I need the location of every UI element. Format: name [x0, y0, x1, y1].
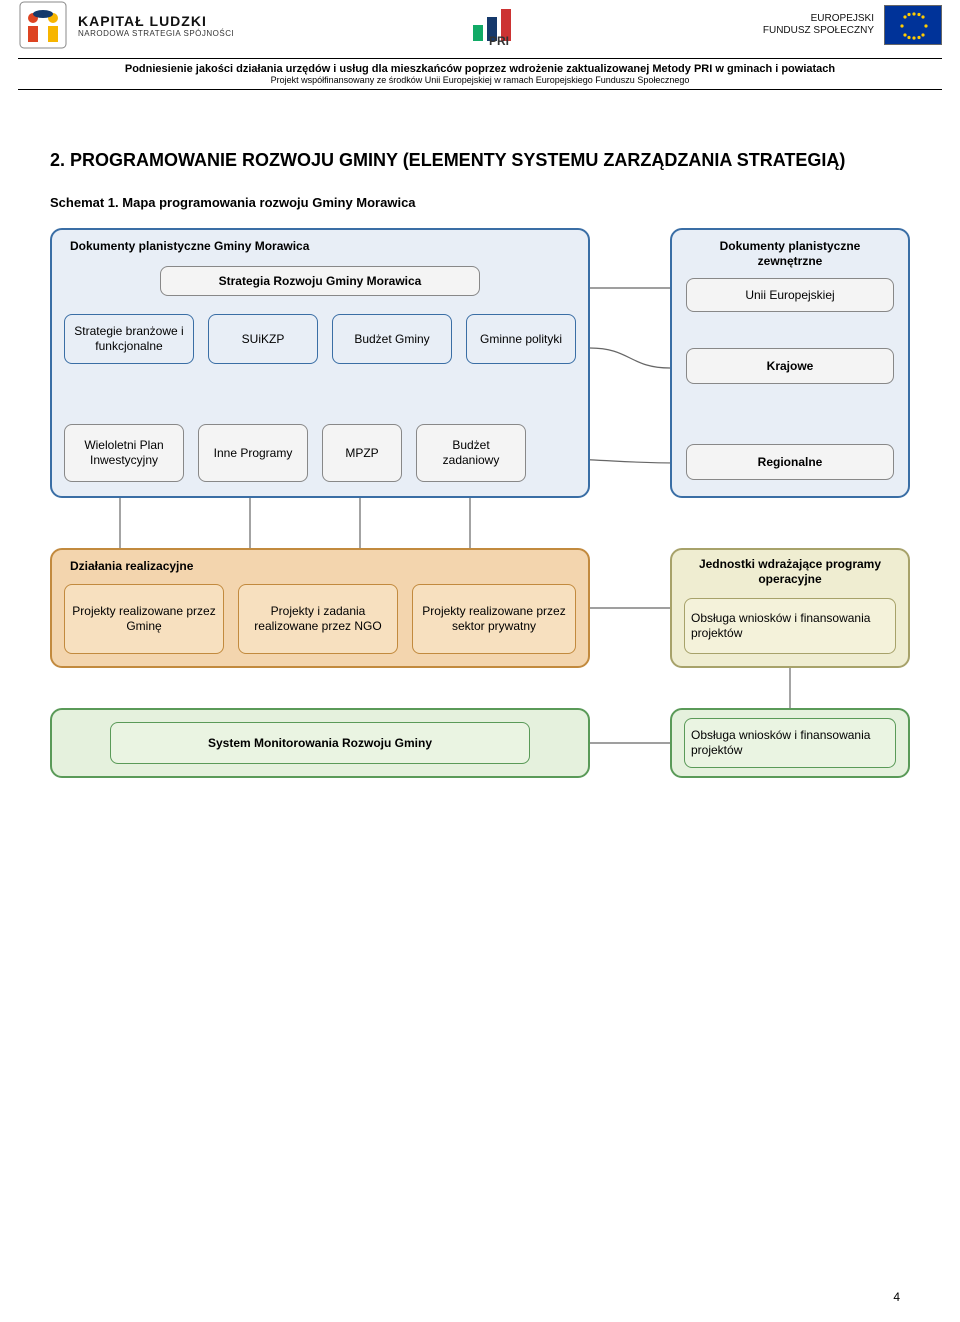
- eu-flag-icon: [884, 5, 942, 45]
- box-gminne-polityki: Gminne polityki: [466, 314, 576, 364]
- banner-line1: Podniesienie jakości działania urzędów i…: [18, 63, 942, 75]
- eu-line2: FUNDUSZ SPOŁECZNY: [763, 25, 874, 37]
- eu-line1: EUROPEJSKI: [763, 13, 874, 25]
- panel-docs-zewn-title: Dokumenty planistyczne zewnętrzne: [680, 236, 900, 272]
- box-strategy: Strategia Rozwoju Gminy Morawica: [160, 266, 480, 296]
- logo-eu: EUROPEJSKI FUNDUSZ SPOŁECZNY: [763, 5, 942, 45]
- kl-logo-icon: [18, 0, 68, 50]
- panel-docs-gmina-title: Dokumenty planistyczne Gminy Morawica: [64, 236, 404, 256]
- section-title: 2. PROGRAMOWANIE ROZWOJU GMINY (ELEMENTY…: [50, 150, 910, 171]
- banner-line2: Projekt współfinansowany ze środków Unii…: [18, 75, 942, 85]
- document-header: KAPITAŁ LUDZKI NARODOWA STRATEGIA SPÓJNO…: [0, 0, 960, 58]
- kl-title: KAPITAŁ LUDZKI: [78, 13, 234, 29]
- section-subtitle: Schemat 1. Mapa programowania rozwoju Gm…: [50, 195, 910, 210]
- kl-subtitle: NARODOWA STRATEGIA SPÓJNOŚCI: [78, 29, 234, 38]
- box-budzet-gminy: Budżet Gminy: [332, 314, 452, 364]
- box-budzet-zadaniowy: Budżet zadaniowy: [416, 424, 526, 482]
- pri-logo-icon: PRI: [467, 3, 531, 47]
- box-strategie-branzowe: Strategie branżowe i funkcjonalne: [64, 314, 194, 364]
- logo-kapital-ludzki: KAPITAŁ LUDZKI NARODOWA STRATEGIA SPÓJNO…: [18, 0, 234, 50]
- box-mpzp: MPZP: [322, 424, 402, 482]
- svg-text:PRI: PRI: [489, 34, 509, 47]
- box-suikzp: SUiKZP: [208, 314, 318, 364]
- box-projekty-prywatny: Projekty realizowane przez sektor prywat…: [412, 584, 576, 654]
- diagram: Dokumenty planistyczne Gminy Morawica St…: [50, 228, 910, 798]
- box-regionalne: Regionalne: [686, 444, 894, 480]
- panel-units-title: Jednostki wdrażające programy operacyjne: [680, 554, 900, 590]
- box-projekty-ngo: Projekty i zadania realizowane przez NGO: [238, 584, 398, 654]
- page-number: 4: [893, 1290, 900, 1304]
- box-inne-programy: Inne Programy: [198, 424, 308, 482]
- box-obsluga-wnioskow-1: Obsługa wniosków i finansowania projektó…: [684, 598, 896, 654]
- panel-actions-title: Działania realizacyjne: [64, 556, 364, 576]
- banner: Podniesienie jakości działania urzędów i…: [18, 58, 942, 90]
- box-system-monitorowania: System Monitorowania Rozwoju Gminy: [110, 722, 530, 764]
- box-wpi: Wieloletni Plan Inwestycyjny: [64, 424, 184, 482]
- box-ue: Unii Europejskiej: [686, 278, 894, 312]
- box-obsluga-wnioskow-2: Obsługa wniosków i finansowania projektó…: [684, 718, 896, 768]
- logo-pri: PRI: [467, 3, 531, 47]
- box-projekty-gmina: Projekty realizowane przez Gminę: [64, 584, 224, 654]
- box-krajowe: Krajowe: [686, 348, 894, 384]
